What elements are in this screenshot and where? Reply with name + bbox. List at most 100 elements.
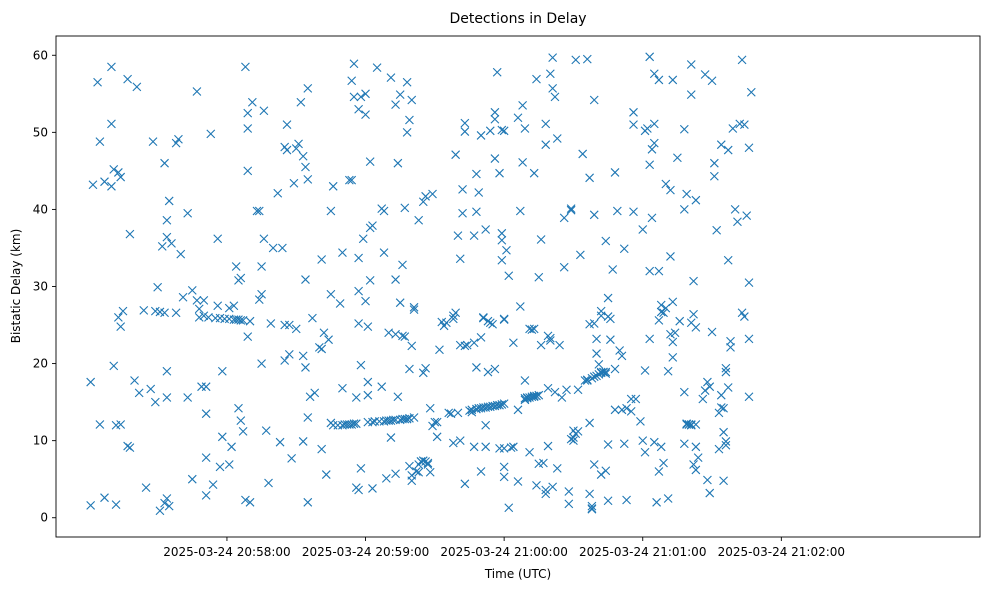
data-point	[649, 138, 659, 148]
data-point	[534, 272, 544, 282]
data-point	[153, 282, 163, 292]
data-point	[709, 171, 719, 181]
data-point	[405, 461, 414, 471]
data-point	[536, 235, 546, 244]
data-point	[241, 62, 250, 72]
data-point	[125, 443, 135, 452]
data-point	[368, 484, 377, 493]
data-point	[703, 475, 712, 485]
data-point	[395, 298, 405, 308]
data-point	[499, 315, 509, 325]
data-point	[721, 363, 731, 373]
data-point	[638, 225, 648, 234]
data-point	[585, 489, 594, 499]
data-point	[167, 238, 176, 248]
data-point	[245, 497, 255, 507]
data-point	[539, 458, 548, 468]
data-point	[460, 341, 470, 351]
data-point	[460, 479, 470, 489]
data-point	[585, 418, 594, 428]
data-point	[559, 213, 569, 223]
data-point	[213, 301, 223, 311]
data-point	[719, 476, 728, 486]
data-point	[421, 191, 430, 201]
data-point	[192, 87, 202, 96]
data-point	[610, 405, 620, 415]
data-point	[645, 160, 655, 170]
data-point	[562, 385, 571, 395]
data-point	[642, 124, 652, 133]
chart-title: Detections in Delay	[449, 11, 586, 27]
data-point	[411, 467, 421, 476]
data-point	[356, 464, 366, 473]
data-point	[201, 382, 211, 392]
data-point	[116, 172, 126, 182]
data-point	[606, 335, 615, 345]
data-point	[666, 252, 675, 261]
data-point	[86, 377, 96, 387]
data-point	[668, 297, 678, 307]
data-point	[428, 189, 437, 199]
data-point	[164, 196, 174, 206]
data-point	[400, 332, 410, 341]
data-point	[689, 276, 698, 286]
data-point	[612, 206, 622, 216]
data-point	[455, 436, 465, 446]
data-point	[95, 137, 105, 146]
data-point	[446, 409, 456, 419]
data-point	[354, 286, 363, 296]
data-point	[273, 188, 283, 198]
data-point	[532, 74, 541, 84]
data-point	[238, 427, 248, 436]
data-point	[508, 338, 518, 348]
data-point	[515, 302, 525, 311]
data-point	[204, 312, 213, 322]
data-point	[224, 303, 234, 313]
y-tick-label: 40	[33, 202, 48, 216]
data-point	[619, 439, 629, 449]
data-point	[726, 343, 735, 352]
data-point	[726, 336, 735, 346]
data-point	[481, 442, 491, 452]
data-point	[478, 313, 488, 323]
data-point	[407, 341, 417, 351]
data-point	[469, 338, 479, 348]
data-point	[709, 158, 719, 168]
data-point	[652, 497, 661, 507]
data-point	[569, 436, 578, 446]
data-point	[472, 169, 481, 179]
data-point	[721, 367, 731, 377]
data-point	[508, 442, 518, 452]
data-point	[257, 262, 266, 271]
data-point	[109, 164, 119, 174]
data-point	[689, 460, 698, 469]
data-point	[349, 419, 359, 429]
data-point	[603, 496, 613, 506]
data-point	[324, 335, 333, 345]
data-point	[301, 275, 310, 284]
data-point	[495, 168, 504, 178]
data-point	[291, 144, 301, 153]
data-point	[673, 153, 682, 163]
data-point	[467, 407, 477, 417]
data-point	[254, 295, 264, 304]
data-point	[183, 208, 193, 218]
data-point	[460, 127, 470, 136]
data-point	[354, 253, 363, 263]
data-point	[391, 469, 400, 479]
data-point	[559, 262, 569, 272]
data-point	[199, 295, 209, 305]
data-point	[518, 100, 528, 110]
data-point	[518, 158, 528, 167]
data-point	[317, 255, 327, 264]
data-point	[162, 215, 172, 225]
data-point	[483, 367, 493, 377]
data-point	[564, 499, 574, 509]
data-point	[116, 420, 126, 429]
data-point	[361, 110, 370, 120]
data-point	[610, 168, 620, 177]
data-point	[569, 433, 578, 442]
data-point	[536, 340, 546, 350]
data-point	[670, 328, 680, 338]
data-point	[469, 231, 479, 241]
